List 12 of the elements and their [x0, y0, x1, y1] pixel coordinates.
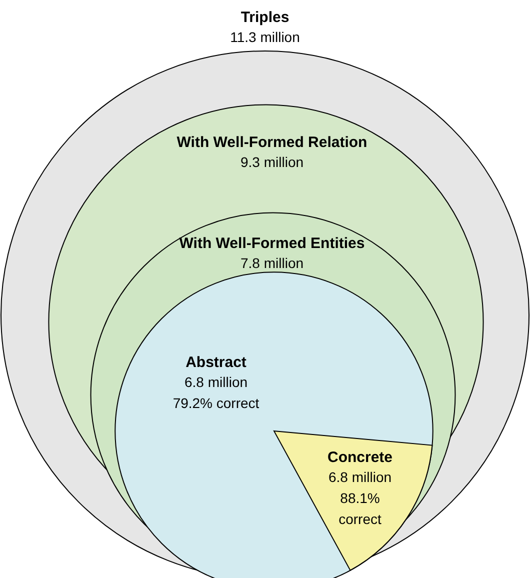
category-label: With Well-Formed Entities: [179, 235, 365, 252]
text: 88.1% correct: [338, 490, 382, 527]
text: 79.2% correct: [172, 394, 260, 411]
category-label: Concrete: [327, 449, 393, 466]
data-label: 7.8 million: [240, 254, 304, 271]
data-label: 11.3 million: [230, 28, 300, 45]
category-label: With Well-Formed Relation: [176, 134, 368, 152]
data-label: 6.8 million: [184, 374, 248, 390]
category-label: Triples: [240, 9, 290, 26]
data-label: 6.8 million: [328, 468, 392, 485]
category-label: Abstract: [186, 354, 246, 372]
data-label: 9.3 million: [240, 154, 304, 170]
